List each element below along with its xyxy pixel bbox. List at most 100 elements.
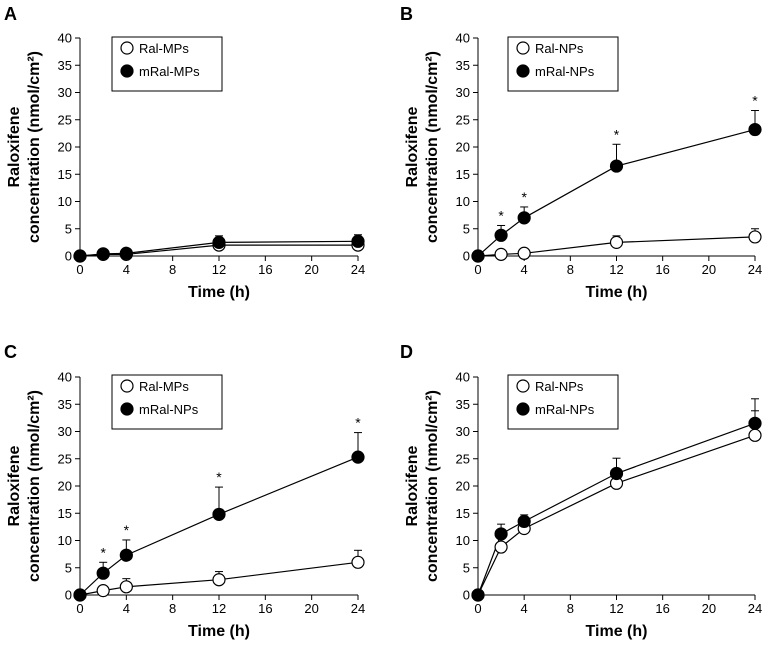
y-tick-label: 25 — [58, 112, 72, 127]
data-point-mral-mps — [73, 249, 87, 263]
y-axis-title-line2: concentration (nmol/cm²) — [26, 51, 43, 243]
y-tick-label: 35 — [456, 58, 470, 73]
x-tick-label: 12 — [609, 262, 623, 277]
y-axis-title-line2: concentration (nmol/cm²) — [26, 390, 43, 582]
y-tick-label: 40 — [58, 370, 72, 385]
legend-marker — [120, 41, 134, 55]
y-tick-label: 15 — [58, 167, 72, 182]
y-tick-label: 35 — [58, 397, 72, 412]
data-point-ral-nps — [609, 235, 624, 249]
series-line-mral-nps — [477, 422, 756, 596]
legend: Ral-MPs mRal-MPs — [111, 36, 223, 92]
significance-marker: * — [216, 469, 222, 485]
y-tick-label: 40 — [456, 31, 470, 46]
y-axis-title-line1: Raloxifene — [404, 106, 421, 187]
data-point-mral-mps — [96, 247, 110, 261]
y-tick-label: 35 — [58, 58, 72, 73]
legend-marker — [516, 402, 530, 416]
y-tick-label: 15 — [456, 506, 470, 521]
y-tick-label: 0 — [463, 588, 470, 603]
y-tick-label: 10 — [456, 533, 470, 548]
data-point-mral-mps — [212, 235, 226, 249]
x-tick-label: 4 — [521, 601, 528, 616]
legend-marker — [120, 402, 134, 416]
legend-label: mRal-NPs — [139, 402, 199, 417]
data-point-mral-mps — [351, 234, 365, 248]
x-tick-label: 0 — [474, 262, 481, 277]
panel-d: D 0 4 8 12 16 20 24 0 5 10 15 20 25 30 35 40 Time (h) Ralo… — [400, 342, 762, 640]
significance-marker: * — [521, 189, 527, 205]
y-axis-title-line1: Raloxifene — [6, 106, 23, 187]
legend-label: mRal-NPs — [535, 64, 595, 79]
x-tick-label: 8 — [567, 262, 574, 277]
x-tick-label: 0 — [474, 601, 481, 616]
y-tick-label: 5 — [65, 560, 72, 575]
y-tick-label: 0 — [65, 249, 72, 264]
legend-marker — [120, 64, 134, 78]
legend-marker — [120, 379, 134, 393]
legend: Ral-NPs mRal-NPs — [507, 36, 619, 92]
y-tick-label: 5 — [65, 221, 72, 236]
data-point-mral-nps — [119, 548, 133, 562]
y-tick-label: 10 — [58, 194, 72, 209]
y-tick-label: 15 — [58, 506, 72, 521]
x-tick-label: 16 — [258, 601, 272, 616]
data-point-ral-nps — [494, 540, 508, 554]
data-point-mral-nps — [748, 122, 762, 137]
x-tick-label: 0 — [76, 262, 83, 277]
data-point-mral-nps — [494, 527, 508, 541]
legend: Ral-NPs mRal-NPs — [507, 374, 619, 430]
data-point-mral-nps — [494, 228, 508, 242]
y-tick-label: 25 — [456, 112, 470, 127]
y-tick-label: 35 — [456, 397, 470, 412]
legend-label: Ral-NPs — [535, 379, 584, 394]
y-tick-label: 20 — [456, 140, 470, 155]
x-tick-label: 8 — [169, 262, 176, 277]
x-tick-label: 16 — [655, 262, 669, 277]
data-point-mral-nps — [471, 588, 485, 602]
x-tick-label: 12 — [609, 601, 623, 616]
x-tick-label: 8 — [567, 601, 574, 616]
x-tick-label: 20 — [304, 601, 318, 616]
x-tick-label: 24 — [748, 601, 762, 616]
data-point-mral-nps — [609, 159, 624, 173]
x-axis-title: Time (h) — [188, 284, 250, 301]
data-point-mral-nps — [748, 416, 762, 430]
panel-letter: C — [4, 342, 17, 362]
x-tick-label: 24 — [351, 262, 365, 277]
legend-marker — [516, 379, 530, 393]
y-tick-label: 25 — [456, 451, 470, 466]
data-point-mral-nps — [212, 507, 226, 521]
x-tick-label: 0 — [76, 601, 83, 616]
significance-marker: * — [355, 415, 361, 431]
data-point-mral-nps — [517, 211, 531, 225]
data-point-mral-nps — [471, 249, 485, 263]
x-axis-title: Time (h) — [188, 623, 250, 640]
y-tick-label: 40 — [58, 31, 72, 46]
y-tick-label: 30 — [58, 424, 72, 439]
y-tick-label: 25 — [58, 451, 72, 466]
y-tick-label: 40 — [456, 370, 470, 385]
y-tick-label: 30 — [456, 424, 470, 439]
x-tick-label: 20 — [702, 262, 716, 277]
y-axis-title-line1: Raloxifene — [6, 445, 23, 526]
significance-marker: * — [614, 126, 620, 142]
x-tick-label: 4 — [123, 262, 130, 277]
significance-marker: * — [752, 92, 758, 108]
y-tick-label: 20 — [58, 479, 72, 494]
data-point-ral-nps — [748, 428, 762, 442]
x-axis-title: Time (h) — [586, 623, 648, 640]
data-point-ral-nps — [748, 230, 762, 244]
y-tick-label: 5 — [463, 221, 470, 236]
legend-label: Ral-MPs — [139, 41, 189, 56]
y-tick-label: 10 — [58, 533, 72, 548]
panel-letter: D — [400, 342, 413, 362]
x-tick-label: 16 — [258, 262, 272, 277]
legend-label: mRal-MPs — [139, 64, 200, 79]
data-point-ral-mps — [96, 584, 110, 598]
legend-label: Ral-MPs — [139, 379, 189, 394]
x-tick-label: 24 — [748, 262, 762, 277]
y-axis-title-line2: concentration (nmol/cm²) — [424, 390, 441, 582]
x-axis-title: Time (h) — [586, 284, 648, 301]
